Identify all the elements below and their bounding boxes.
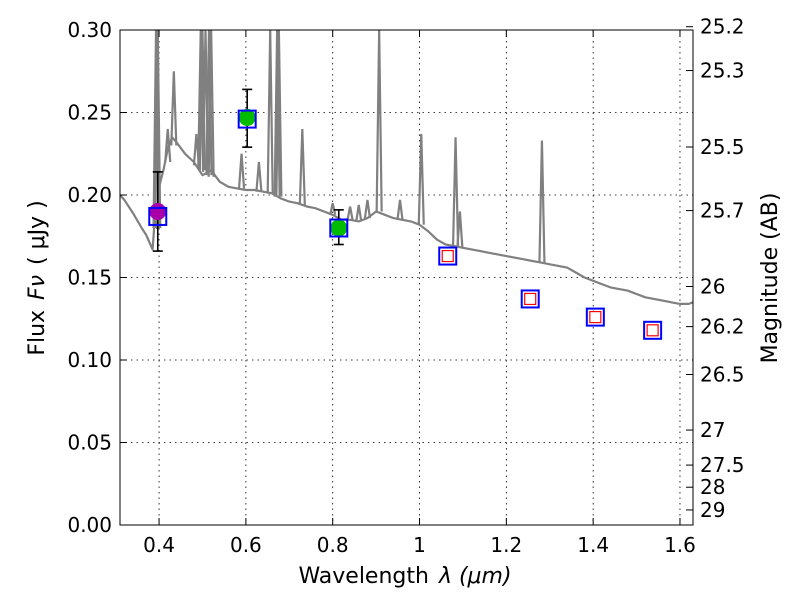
- y2-tick-label: 27: [700, 418, 725, 442]
- emission-line: [538, 140, 546, 263]
- predicted-square: [524, 292, 537, 306]
- emission-line: [266, 30, 274, 194]
- y2-tick-label: 25.3: [700, 59, 745, 83]
- x-tick-label: 1.2: [490, 533, 522, 557]
- emission-line: [363, 199, 372, 219]
- data-point: [238, 108, 256, 126]
- y2-axis-label: Magnitude (AB): [758, 193, 783, 364]
- x-tick-label: 1.6: [664, 533, 696, 557]
- y2-tick-label: 25.2: [700, 15, 745, 39]
- y-tick-label: 0.15: [67, 266, 112, 290]
- emission-line: [396, 199, 404, 220]
- photometry-layer: [148, 88, 663, 340]
- emission-line: [164, 128, 172, 163]
- spectrum-layer: [120, 30, 693, 305]
- emission-line: [329, 203, 337, 216]
- predicted-square: [646, 324, 659, 337]
- emission-line: [255, 161, 263, 192]
- x-axis-label: Wavelength λ (μm): [298, 564, 511, 589]
- y2-tick-label: 26.5: [700, 363, 745, 387]
- y2-tick-label: 26: [700, 275, 725, 299]
- emission-line: [237, 153, 246, 189]
- emission-line: [417, 133, 425, 225]
- emission-line: [346, 206, 354, 220]
- model-square: [148, 206, 168, 226]
- y-axis: 0.00 0.05 0.10 0.15 0.20 0.25 0.30: [67, 18, 127, 537]
- x-tick-label: 0.6: [230, 533, 262, 557]
- y2-tick-label: 25.5: [700, 135, 745, 159]
- y-axis-label: FluxFν( μJy ): [25, 200, 50, 355]
- y2-tick-label: 29: [700, 498, 725, 522]
- x-tick-label: 1: [413, 533, 426, 557]
- emission-line: [298, 128, 306, 205]
- x-tick-label: 0.4: [143, 533, 175, 557]
- y2-tick-label: 27.5: [700, 453, 745, 477]
- data-point: [330, 219, 348, 237]
- data-point: [149, 203, 167, 220]
- x-axis: 0.4 0.6 0.8 1 1.2 1.4 1.6: [143, 30, 696, 557]
- model-square: [585, 307, 605, 327]
- model-square: [643, 320, 663, 340]
- emission-line: [152, 30, 160, 229]
- emission-line: [451, 137, 460, 247]
- model-square: [329, 218, 349, 238]
- y-tick-label: 0.30: [67, 18, 112, 42]
- model-square: [520, 289, 540, 309]
- emission-line: [456, 211, 464, 248]
- emission-line: [197, 30, 205, 169]
- y-tick-label: 0.20: [67, 183, 112, 207]
- emission-line: [154, 30, 162, 229]
- x-tick-label: 0.8: [317, 533, 349, 557]
- emission-line: [275, 30, 283, 197]
- model-square: [237, 109, 257, 129]
- emission-line: [170, 71, 178, 146]
- emission-line: [207, 30, 215, 177]
- y2-tick-label: 25.7: [700, 199, 745, 223]
- y-tick-label: 0.00: [67, 513, 112, 537]
- emission-line: [355, 204, 363, 222]
- y-tick-label: 0.10: [67, 348, 112, 372]
- spectrum-line: [120, 136, 693, 305]
- predicted-square: [589, 311, 602, 324]
- emission-line: [375, 30, 383, 212]
- emission-line: [273, 30, 281, 197]
- y-tick-label: 0.05: [67, 431, 112, 455]
- y-tick-label: 0.25: [67, 101, 112, 125]
- emission-line: [205, 30, 213, 176]
- y2-tick-label: 26.2: [700, 315, 745, 339]
- predicted-square: [441, 249, 454, 263]
- model-square: [438, 246, 458, 266]
- y2-tick-label: 28: [700, 475, 725, 499]
- x-tick-label: 1.4: [577, 533, 609, 557]
